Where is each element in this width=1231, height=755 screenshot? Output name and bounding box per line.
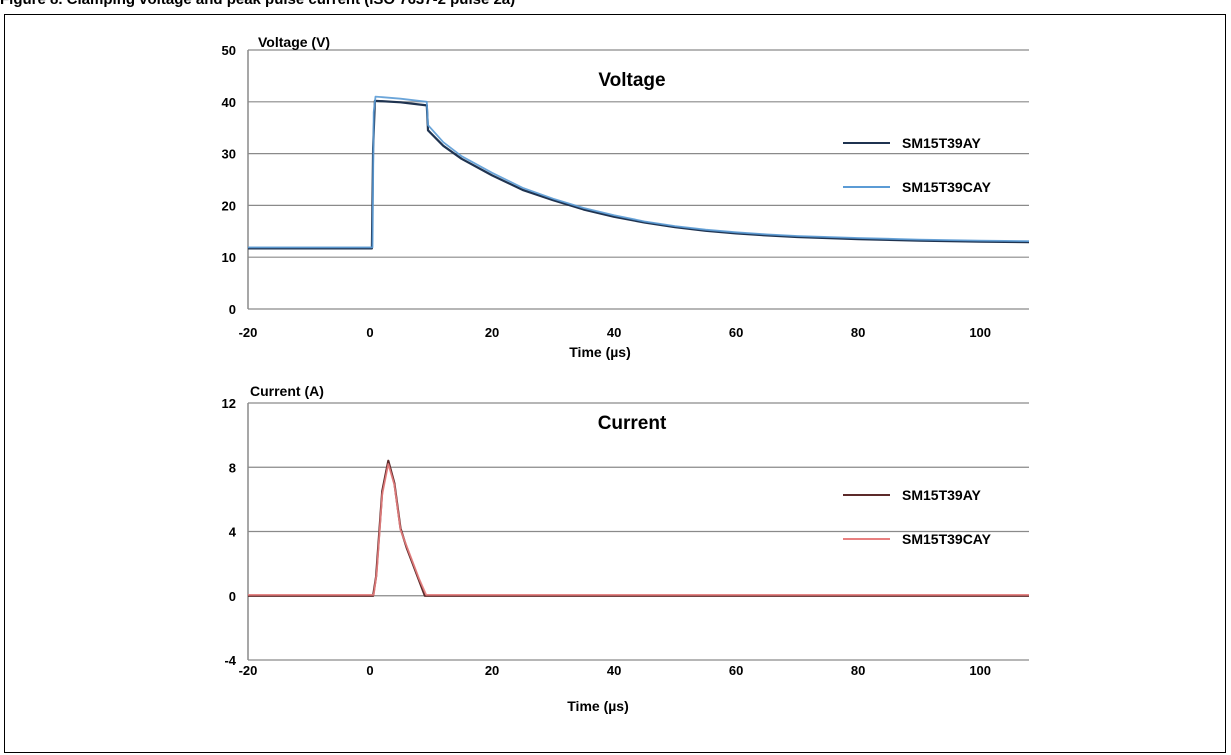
x-tick-label: 40 xyxy=(607,325,621,340)
x-tick-label: 20 xyxy=(485,663,499,678)
y-axis-label: Voltage (V) xyxy=(258,34,330,50)
x-tick-label: 0 xyxy=(366,663,373,678)
figure-caption: Figure 8. Clamping voltage and peak puls… xyxy=(0,0,515,8)
y-tick-label: 50 xyxy=(222,43,236,58)
y-tick-label: 0 xyxy=(229,302,236,317)
x-tick-label: 80 xyxy=(851,325,865,340)
chart-title: Current xyxy=(598,413,667,434)
y-tick-label: 12 xyxy=(222,396,236,411)
chart-title: Voltage xyxy=(598,70,665,91)
x-tick-label: 60 xyxy=(729,663,743,678)
x-axis-label: Time (µs) xyxy=(569,344,631,360)
series-line xyxy=(248,95,1030,249)
y-axis-label: Current (A) xyxy=(250,383,324,399)
figure-frame xyxy=(4,14,1226,753)
y-tick-label: 30 xyxy=(222,147,236,162)
x-tick-label: 0 xyxy=(366,325,373,340)
x-axis-label: Time (µs) xyxy=(567,698,629,714)
series-line xyxy=(248,463,1029,596)
series-line xyxy=(248,459,1029,597)
x-tick-label: 80 xyxy=(851,663,865,678)
y-tick-label: 8 xyxy=(229,460,236,475)
y-tick-label: 40 xyxy=(222,95,236,110)
x-tick-label: 100 xyxy=(969,325,991,340)
legend-label: SM15T39AY xyxy=(902,487,982,503)
x-tick-label: 60 xyxy=(729,325,743,340)
series-line xyxy=(248,99,1030,250)
y-tick-label: 0 xyxy=(229,589,236,604)
legend-label: SM15T39CAY xyxy=(902,179,992,195)
chart-current: -20 0 20 40 60 80 100 -4 0 4 8 12 Current (A) Time (µ… xyxy=(222,383,1029,714)
x-tick-label: 100 xyxy=(969,663,991,678)
y-tick-label: -4 xyxy=(224,653,236,668)
y-tick-label: 20 xyxy=(222,198,236,213)
x-tick-label: 40 xyxy=(607,663,621,678)
x-tick-label: -20 xyxy=(239,663,258,678)
y-tick-label: 4 xyxy=(229,525,237,540)
legend-label: SM15T39AY xyxy=(902,135,982,151)
legend-label: SM15T39CAY xyxy=(902,531,992,547)
x-tick-label: -20 xyxy=(239,325,258,340)
x-tick-label: 20 xyxy=(485,325,499,340)
y-tick-label: 10 xyxy=(222,250,236,265)
